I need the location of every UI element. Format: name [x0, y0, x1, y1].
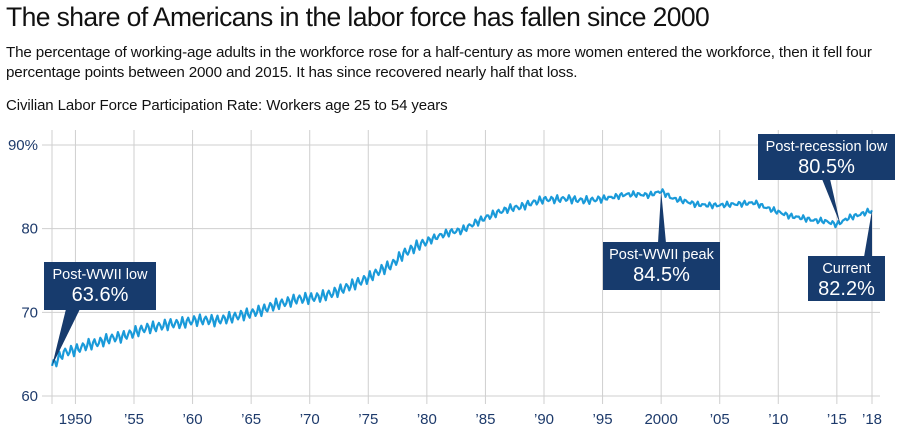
- callout-pointer: [822, 179, 841, 225]
- callout-current: Current 82.2%: [808, 210, 885, 301]
- x-tick-label: ’70: [300, 411, 320, 428]
- callout-value: 82.2%: [818, 278, 875, 300]
- x-tick-label: ’65: [241, 411, 261, 428]
- callout-label: Post-WWII low: [52, 267, 148, 283]
- x-tick-label: ’95: [593, 411, 613, 428]
- callout-value: 84.5%: [633, 264, 690, 286]
- x-tick-label: ’75: [358, 411, 378, 428]
- callout-box: [808, 256, 885, 301]
- callout-box: [603, 242, 720, 290]
- callout-box: [44, 262, 156, 310]
- x-tick-label: ’18: [862, 411, 882, 428]
- y-tick-label: 90%: [8, 137, 38, 154]
- x-tick-label: ’85: [475, 411, 495, 428]
- chart-label: Civilian Labor Force Participation Rate:…: [6, 97, 448, 114]
- chart-title: The share of Americans in the labor forc…: [6, 2, 710, 32]
- callout-label: Post-WWII peak: [609, 247, 714, 263]
- callout-value: 63.6%: [72, 284, 129, 306]
- y-tick-label: 60: [21, 388, 38, 405]
- y-tick-label: 80: [21, 221, 38, 238]
- callout-label: Current: [822, 261, 870, 277]
- y-tick-label: 70: [21, 304, 38, 321]
- y-axis: 60 70 80 90%: [8, 137, 38, 405]
- x-tick-label: ’55: [124, 411, 144, 428]
- callout-label: Post-recession low: [766, 139, 888, 155]
- callout-box: [758, 134, 895, 180]
- callout-post-recession-low: Post-recession low 80.5%: [758, 134, 895, 225]
- x-tick-label: ’90: [534, 411, 554, 428]
- x-tick-label: 2000: [644, 411, 677, 428]
- series-line: [50, 188, 873, 368]
- x-tick-label: ’10: [768, 411, 788, 428]
- gridlines: [42, 130, 880, 404]
- callout-post-wwii-low: Post-WWII low 63.6%: [44, 262, 156, 366]
- callout-value: 80.5%: [798, 156, 855, 178]
- series-layer: [50, 188, 873, 368]
- callout-post-wwii-peak: Post-WWII peak 84.5%: [603, 191, 720, 290]
- x-tick-label: ’80: [417, 411, 437, 428]
- x-tick-label: ’15: [827, 411, 847, 428]
- x-tick-label: ’05: [710, 411, 730, 428]
- x-tick-label: ’60: [183, 411, 203, 428]
- callout-pointer: [658, 191, 666, 243]
- x-axis: 1950 ’55 ’60 ’65 ’70 ’75 ’80 ’85 ’90 ’95 2000 ’05 ’1…: [59, 411, 882, 428]
- callout-pointer: [864, 210, 872, 257]
- callout-pointer: [52, 309, 80, 366]
- x-tick-label: 1950: [59, 411, 92, 428]
- chart-subtitle: The percentage of working-age adults in …: [6, 44, 872, 81]
